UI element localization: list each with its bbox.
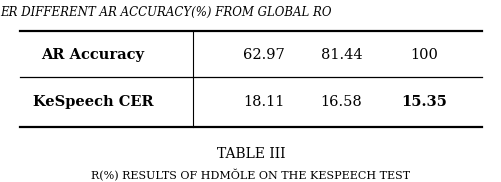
Text: R(%) RESULTS OF HDMŎLE ON THE KESPEECH TEST: R(%) RESULTS OF HDMŎLE ON THE KESPEECH T… [91, 169, 410, 181]
Text: ER DIFFERENT AR ACCURACY(%) FROM GLOBAL RO: ER DIFFERENT AR ACCURACY(%) FROM GLOBAL … [0, 5, 331, 18]
Text: 62.97: 62.97 [242, 48, 284, 62]
Text: 100: 100 [409, 48, 437, 62]
Text: 81.44: 81.44 [320, 48, 361, 62]
Text: 18.11: 18.11 [242, 95, 284, 109]
Text: TABLE III: TABLE III [216, 147, 285, 161]
Text: 16.58: 16.58 [320, 95, 362, 109]
Text: AR Accuracy: AR Accuracy [41, 48, 144, 62]
Text: 15.35: 15.35 [400, 95, 446, 109]
Text: KeSpeech CER: KeSpeech CER [33, 95, 153, 109]
